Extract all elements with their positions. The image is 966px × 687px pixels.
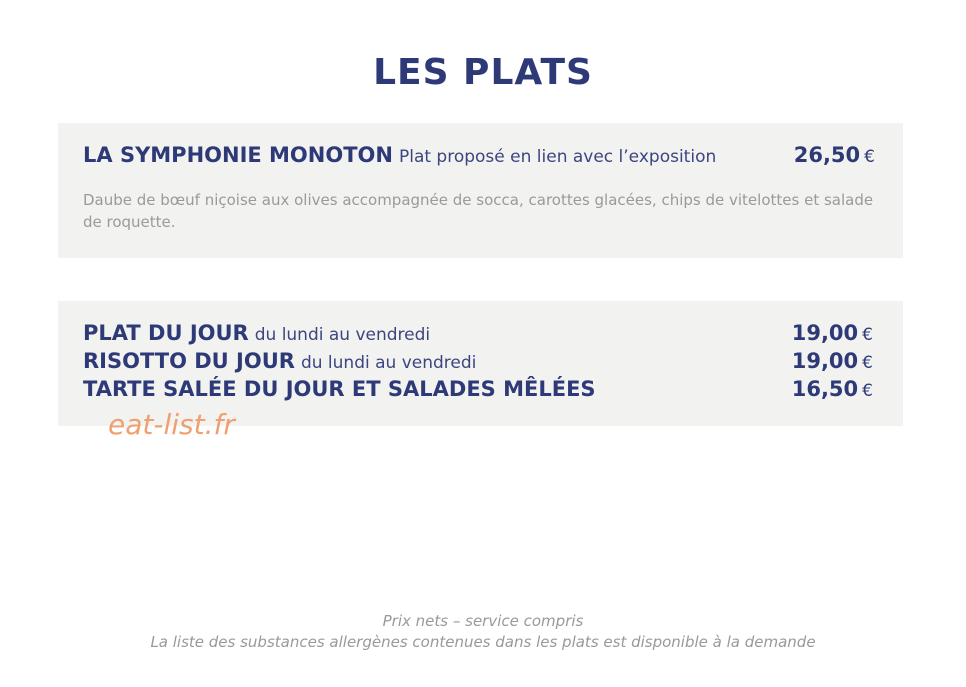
footer-line: Prix nets – service compris — [382, 612, 584, 630]
featured-price: 26,50 € — [794, 143, 875, 167]
price: 19,00 — [791, 349, 859, 373]
price: 26,50 — [793, 143, 861, 167]
description: Daube de bœuf niçoise aux olives accompa… — [83, 191, 874, 231]
currency: € — [862, 325, 873, 345]
dish-name: LA SYMPHONIE MONOTON — [83, 143, 393, 167]
featured-box: LA SYMPHONIE MONOTON Plat proposé en lien… — [58, 123, 903, 258]
item-row: TARTE SALÉE DU JOUR ET SALADES MÊLÉES 16,… — [83, 377, 873, 401]
dish-note: du lundi au vendredi — [254, 325, 431, 345]
dish-note: Plat proposé en lien avec l’exposition — [398, 147, 717, 167]
title: LES PLATS — [373, 52, 593, 93]
footer-line: La liste des substances allergènes conte… — [150, 633, 816, 651]
price: 19,00 — [791, 321, 859, 345]
item-row: RISOTTO DU JOUR du lundi au vendredi 19,00… — [83, 349, 873, 373]
item-price: 19,00 € — [792, 349, 873, 373]
currency: € — [864, 147, 875, 167]
dish-name: PLAT DU JOUR — [83, 321, 249, 345]
currency: € — [862, 381, 873, 401]
item-price: 19,00 € — [792, 321, 873, 345]
dish-name: TARTE SALÉE DU JOUR ET SALADES MÊLÉES — [83, 377, 596, 401]
item-label: TARTE SALÉE DU JOUR ET SALADES MÊLÉES — [83, 377, 596, 401]
featured-row: LA SYMPHONIE MONOTON Plat proposé en lien… — [83, 143, 875, 167]
featured-label: LA SYMPHONIE MONOTON Plat proposé en lien… — [83, 143, 716, 167]
item-label: RISOTTO DU JOUR du lundi au vendredi — [83, 349, 476, 373]
item-row: PLAT DU JOUR du lundi au vendredi 19,00 € — [83, 321, 873, 345]
watermark: eat-list.fr — [108, 408, 235, 441]
currency: € — [862, 353, 873, 373]
dish-name: RISOTTO DU JOUR — [83, 349, 295, 373]
items-box: PLAT DU JOUR du lundi au vendredi 19,00 € RI… — [58, 301, 903, 426]
item-label: PLAT DU JOUR du lundi au vendredi — [83, 321, 430, 345]
price: 16,50 — [791, 377, 859, 401]
dish-note: du lundi au vendredi — [300, 353, 477, 373]
item-price: 16,50 € — [792, 377, 873, 401]
